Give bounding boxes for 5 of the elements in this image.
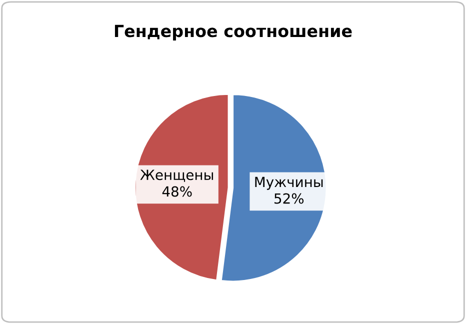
chart-title: Гендерное соотношение <box>114 24 352 40</box>
slice-label: Женщены <box>140 170 214 182</box>
slice-label: Мужчины <box>255 176 323 190</box>
data-label: 48% <box>162 186 192 197</box>
data-label: 52% <box>274 193 304 204</box>
